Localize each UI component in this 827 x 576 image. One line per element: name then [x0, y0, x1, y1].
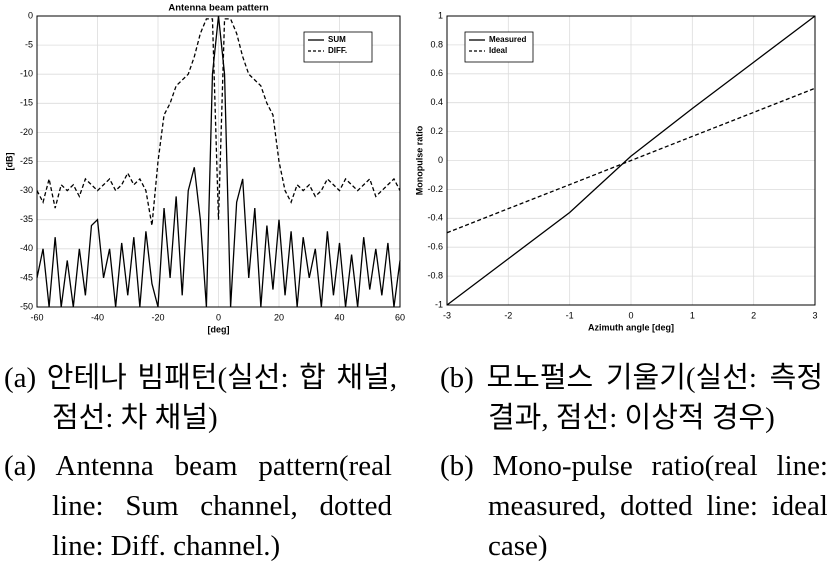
y-tick-label: -15: [20, 98, 33, 108]
x-tick-label: 20: [274, 312, 284, 322]
y-tick-label: 0.6: [430, 68, 443, 78]
x-tick-label: -1: [566, 310, 574, 320]
data-line: [36, 18, 401, 226]
x-tick-label: 0: [628, 310, 633, 320]
legend-label: SUM: [328, 35, 346, 44]
y-tick-label: -1: [435, 299, 443, 309]
legend-box: [303, 31, 373, 63]
x-tick-label: 2: [751, 310, 756, 320]
y-tick-label: 0: [28, 10, 33, 20]
figure: 0-5-10-15-20-25-30-35-40-45-50-60 -40 -20 0…: [4, 3, 817, 335]
legend-box: [464, 31, 534, 63]
x-tick-label: 60: [395, 312, 405, 322]
plot-frame: [36, 15, 401, 308]
x-axis-label: Azimuth angle [deg]: [588, 322, 674, 332]
y-tick-label: -0.6: [427, 242, 443, 252]
x-tick-label: 0: [216, 312, 221, 322]
y-tick-label: -0.8: [427, 270, 443, 280]
y-tick-label: -35: [20, 214, 33, 224]
x-tick-label: -40: [91, 312, 104, 322]
data-line: [446, 15, 816, 306]
y-axis-label: Monopulse ratio: [414, 125, 424, 195]
x-tick-label: -3: [443, 310, 451, 320]
y-tick-label: 0.2: [430, 126, 443, 136]
caption: (a) Antenna beam pattern(real line: Sum …: [4, 450, 392, 562]
y-axis-label: [dB]: [4, 153, 14, 171]
data-line: [446, 87, 816, 234]
caption: (b) Mono-pulse ratio(real line: measured…: [440, 450, 827, 562]
y-tick-label: -0.2: [427, 184, 443, 194]
y-tick-label: -30: [20, 185, 33, 195]
x-axis-label: [deg]: [208, 324, 230, 334]
legend-label: DIFF.: [328, 46, 347, 55]
x-tick-label: -2: [504, 310, 512, 320]
x-tick-label: 40: [334, 312, 344, 322]
y-tick-label: -5: [25, 39, 33, 49]
y-tick-label: -40: [20, 243, 33, 253]
x-tick-label: 3: [812, 310, 817, 320]
caption: (a) 안테나 빔패턴(실선: 합 채널, 점선: 차 채널): [4, 362, 397, 434]
legend-label: Ideal: [489, 46, 507, 55]
caption: (b) 모노펄스 기울기(실선: 측정결과, 점선: 이상적 경우): [440, 362, 823, 434]
legend-label: Measured: [489, 35, 526, 44]
x-tick-label: 1: [690, 310, 695, 320]
x-tick-label: -20: [151, 312, 164, 322]
y-tick-label: 0.4: [430, 97, 443, 107]
y-tick-label: 0: [438, 155, 443, 165]
chart-title: Antenna beam pattern: [168, 3, 268, 14]
y-tick-label: -10: [20, 69, 33, 79]
y-tick-label: -50: [20, 301, 33, 311]
plot-frame: [446, 15, 816, 306]
y-tick-label: -0.4: [427, 213, 443, 223]
y-tick-label: -45: [20, 272, 33, 282]
y-tick-label: -25: [20, 156, 33, 166]
y-tick-label: -20: [20, 127, 33, 137]
y-tick-label: 1: [438, 10, 443, 20]
y-tick-label: 0.8: [430, 39, 443, 49]
x-tick-label: -60: [30, 312, 43, 322]
